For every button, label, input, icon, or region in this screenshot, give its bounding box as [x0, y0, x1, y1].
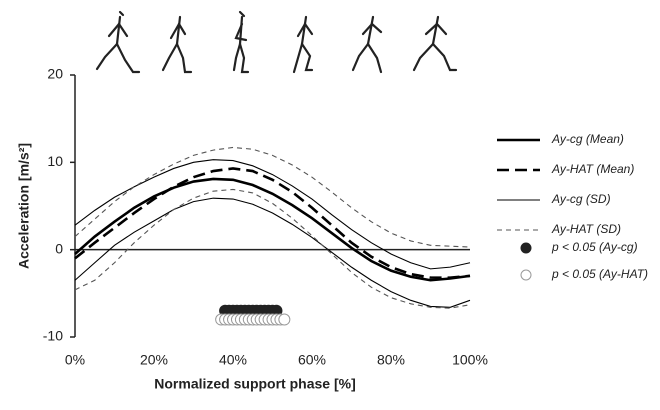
y-axis-label: Acceleration [m/s²] [16, 143, 32, 269]
legend-label: p < 0.05 (Ay-cg) [551, 240, 638, 254]
y-tick-label: -10 [43, 328, 63, 344]
x-tick-label: 0% [65, 352, 85, 368]
legend-label: Ay-HAT (Mean) [551, 162, 634, 176]
series-line [74, 177, 471, 282]
x-tick-label: 60% [298, 352, 326, 368]
stick-figures [95, 10, 458, 74]
y-tick-label: 0 [55, 240, 63, 256]
legend-swatch [520, 269, 532, 281]
series-line [74, 159, 471, 270]
series-line [74, 146, 471, 248]
legend-swatch [520, 242, 532, 254]
series-line [74, 197, 471, 308]
legend-label: Ay-cg (SD) [551, 192, 611, 206]
x-tick-label: 100% [452, 352, 488, 368]
series-line [74, 188, 471, 309]
x-axis-label: Normalized support phase [%] [154, 376, 355, 392]
x-tick-label: 40% [219, 352, 247, 368]
y-tick-label: 20 [47, 66, 63, 82]
legend-label: Ay-HAT (SD) [551, 222, 621, 236]
legend-label: Ay-cg (Mean) [551, 132, 624, 146]
x-tick-label: 80% [377, 352, 405, 368]
legend-label: p < 0.05 (Ay-HAT) [551, 267, 648, 281]
x-tick-label: 20% [140, 352, 168, 368]
significance-marker [278, 313, 291, 326]
series-line [74, 167, 471, 279]
y-tick-label: 10 [47, 153, 63, 169]
